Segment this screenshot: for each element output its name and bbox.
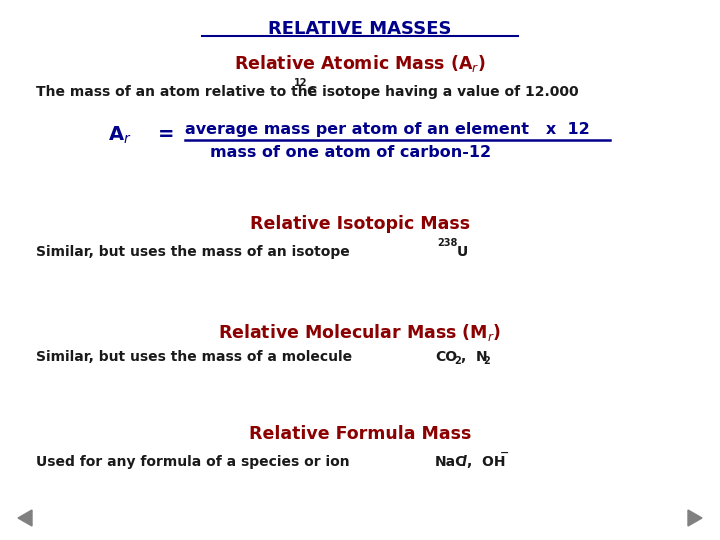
Text: l: l [462,455,467,469]
Text: Similar, but uses the mass of a molecule: Similar, but uses the mass of a molecule [36,350,352,364]
Text: Similar, but uses the mass of an isotope: Similar, but uses the mass of an isotope [36,245,350,259]
Polygon shape [688,510,702,526]
Text: The mass of an atom relative to the: The mass of an atom relative to the [36,85,322,99]
Text: ,  N: , N [461,350,487,364]
Text: −: − [500,448,509,458]
Text: Relative Atomic Mass (A$_r$): Relative Atomic Mass (A$_r$) [234,53,486,74]
Text: CO: CO [435,350,457,364]
Text: U: U [457,245,468,259]
Text: =: = [158,125,174,144]
Text: RELATIVE MASSES: RELATIVE MASSES [269,20,451,38]
Text: A$_r$: A$_r$ [108,125,132,146]
Text: mass of one atom of carbon-12: mass of one atom of carbon-12 [210,145,491,160]
Text: Used for any formula of a species or ion: Used for any formula of a species or ion [36,455,350,469]
Text: NaC: NaC [435,455,467,469]
Text: Relative Molecular Mass (M$_r$): Relative Molecular Mass (M$_r$) [218,322,502,343]
Text: Relative Isotopic Mass: Relative Isotopic Mass [250,215,470,233]
Text: 12: 12 [294,78,307,88]
Text: Relative Formula Mass: Relative Formula Mass [249,425,471,443]
Text: 2: 2 [483,356,490,366]
Text: average mass per atom of an element   x  12: average mass per atom of an element x 12 [185,122,590,137]
Text: ,  OH: , OH [467,455,505,469]
Text: C isotope having a value of 12.000: C isotope having a value of 12.000 [307,85,579,99]
Text: 2: 2 [454,356,461,366]
Text: 238: 238 [437,238,457,248]
Polygon shape [18,510,32,526]
